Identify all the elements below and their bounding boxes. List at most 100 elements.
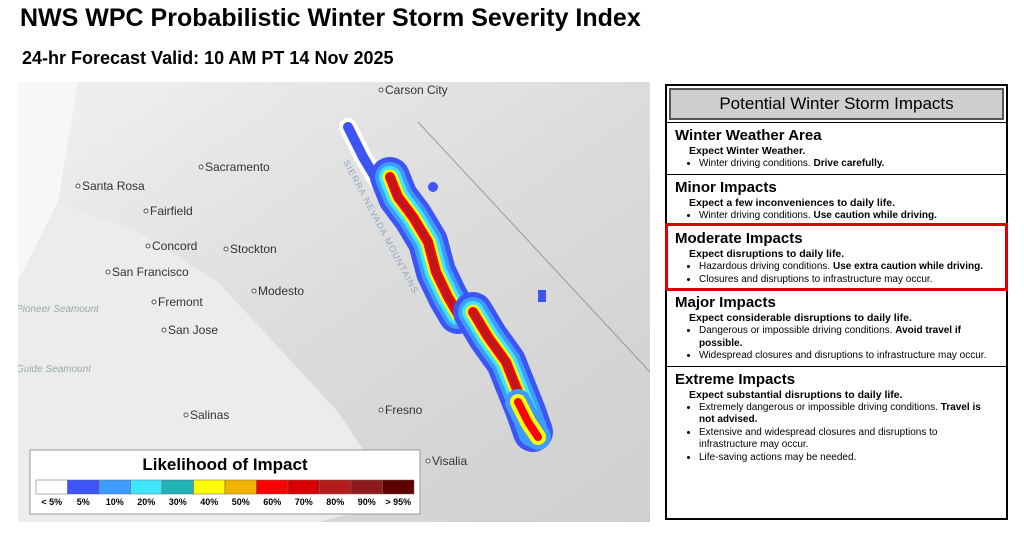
storm-contour (387, 174, 461, 317)
legend-swatch (287, 479, 320, 495)
bullet-strong: Use caution while driving. (813, 209, 937, 221)
legend-label: < 5% (41, 497, 62, 507)
place-dot (75, 183, 81, 189)
impact-summary: Expect a few inconveniences to daily lif… (689, 196, 895, 209)
impact-section: Moderate Impacts Expect disruptions to da… (665, 223, 1008, 291)
storm-contour (514, 398, 542, 441)
place-label: Carson City (385, 83, 448, 97)
legend-label: 70% (295, 497, 313, 507)
place-dot (251, 288, 257, 294)
place-label: Salinas (190, 408, 229, 422)
legend-label: 20% (137, 497, 155, 507)
place-label: Sacramento (205, 160, 270, 174)
place-label: Visalia (432, 454, 467, 468)
place-label: Concord (152, 239, 197, 253)
impact-bullets: Hazardous driving conditions. Use extra … (675, 261, 998, 286)
legend-label: 90% (358, 497, 376, 507)
impact-bullet: Dangerous or impossible driving conditio… (699, 325, 998, 350)
impact-heading: Winter Weather Area (675, 127, 822, 144)
legend-swatch (98, 479, 131, 495)
place-dot (161, 327, 167, 333)
place-label: Santa Rosa (82, 179, 145, 193)
legend-label: 80% (326, 497, 344, 507)
impact-bullet: Winter driving conditions. Drive careful… (699, 158, 998, 171)
impact-section: Minor Impacts Expect a few inconveniences… (667, 173, 1006, 226)
impact-heading: Moderate Impacts (675, 230, 803, 247)
valley (18, 202, 398, 522)
legend-swatch (224, 479, 257, 495)
impact-bullet: Closures and disruptions to infrastructu… (699, 274, 998, 287)
impact-section: Winter Weather Area Expect Winter Weather… (667, 122, 1006, 174)
legend-swatch (35, 479, 68, 495)
title: NWS WPC Probabilistic Winter Storm Sever… (20, 4, 641, 32)
place-label: Stockton (230, 242, 277, 256)
impact-heading: Minor Impacts (675, 178, 777, 196)
storm-spot (428, 182, 438, 192)
bullet-strong: Drive carefully. (813, 158, 885, 169)
impact-bullet: Extensive and widespread closures and di… (699, 427, 998, 452)
legend-swatch (382, 479, 415, 495)
legend-label: > 95% (385, 497, 411, 507)
legend-label: 50% (232, 497, 250, 507)
bullet-text: Widespread closures and disruptions to i… (699, 350, 987, 361)
impact-bullet: Hazardous driving conditions. Use extra … (699, 261, 998, 274)
bullet-text: Hazardous driving conditions. (699, 261, 831, 272)
sea-label: Guide Seamount (18, 364, 92, 375)
place-dot (143, 208, 149, 214)
place-dot (105, 269, 111, 275)
bullet-text: Dangerous or impossible driving conditio… (699, 325, 893, 336)
place-dot (425, 458, 431, 464)
impact-bullets: Winter driving conditions. Drive careful… (675, 158, 998, 171)
legend-label: 10% (106, 497, 124, 507)
impact-summary: Expect substantial disruptions to daily … (689, 388, 903, 401)
state-border (417, 121, 650, 373)
impact-bullet: Life-saving actions may be needed. (699, 452, 998, 465)
impact-section: Major Impacts Expect considerable disrupt… (667, 289, 1006, 366)
legend-swatch (256, 479, 289, 495)
place-dot (223, 246, 229, 252)
legend-swatch (319, 479, 352, 495)
bullet-strong: Use extra caution while driving. (832, 261, 984, 272)
legend-swatch (350, 479, 383, 495)
place-dot (198, 164, 204, 170)
bullet-text: Winter driving conditions. (699, 209, 811, 221)
sea-label: Pioneer Seamount (18, 304, 100, 315)
place-label: San Francisco (112, 265, 189, 279)
legend-swatch (161, 479, 194, 495)
legend-title: Likelihood of Impact (142, 455, 308, 474)
bullet-text: Extensive and widespread closures and di… (699, 426, 938, 451)
bullet-text: Winter driving conditions. (699, 158, 811, 169)
bullet-text: Life-saving actions may be needed. (699, 451, 857, 463)
place-dot (145, 243, 151, 249)
ocean (18, 82, 78, 282)
legend-label: 5% (77, 497, 90, 507)
subtitle: 24-hr Forecast Valid: 10 AM PT 14 Nov 20… (22, 48, 394, 68)
legend-swatch (130, 479, 163, 495)
legend-swatch (193, 479, 226, 495)
legend-label: 40% (200, 497, 218, 507)
impact-summary: Expect considerable disruptions to daily… (689, 312, 912, 324)
place-dot (378, 87, 384, 93)
storm-band (339, 118, 553, 452)
bullet-strong: Travel is not advised. (699, 401, 981, 426)
impact-bullet: Widespread closures and disruptions to i… (699, 350, 998, 363)
place-label: Fremont (158, 295, 203, 309)
bullet-text: Closures and disruptions to infrastructu… (699, 273, 933, 285)
impact-bullets: Dangerous or impossible driving conditio… (675, 325, 998, 363)
legend-swatch (67, 479, 100, 495)
bullet-text: Extremely dangerous or impossible drivin… (699, 401, 939, 413)
place-label: San Jose (168, 323, 218, 337)
impact-summary: Expect disruptions to daily life. (689, 248, 845, 260)
place-dot (378, 407, 384, 413)
impact-section: Extreme Impacts Expect substantial disrup… (667, 365, 1006, 468)
impact-bullet: Winter driving conditions. Use caution w… (699, 210, 998, 223)
impact-heading: Major Impacts (675, 294, 776, 311)
legend: Likelihood of Impact < 5% 5% 10% 20% 30% 40% 5… (29, 449, 421, 515)
impact-bullet: Extremely dangerous or impossible drivin… (699, 402, 998, 427)
map: Carson City Sacramento Santa Rosa Fairfield… (18, 82, 650, 522)
impact-bullets: Extremely dangerous or impossible drivin… (675, 402, 998, 465)
legend-label: 30% (169, 497, 187, 507)
panel-title: Potential Winter Storm Impacts (669, 88, 1004, 120)
impact-heading: Extreme Impacts (675, 370, 796, 388)
